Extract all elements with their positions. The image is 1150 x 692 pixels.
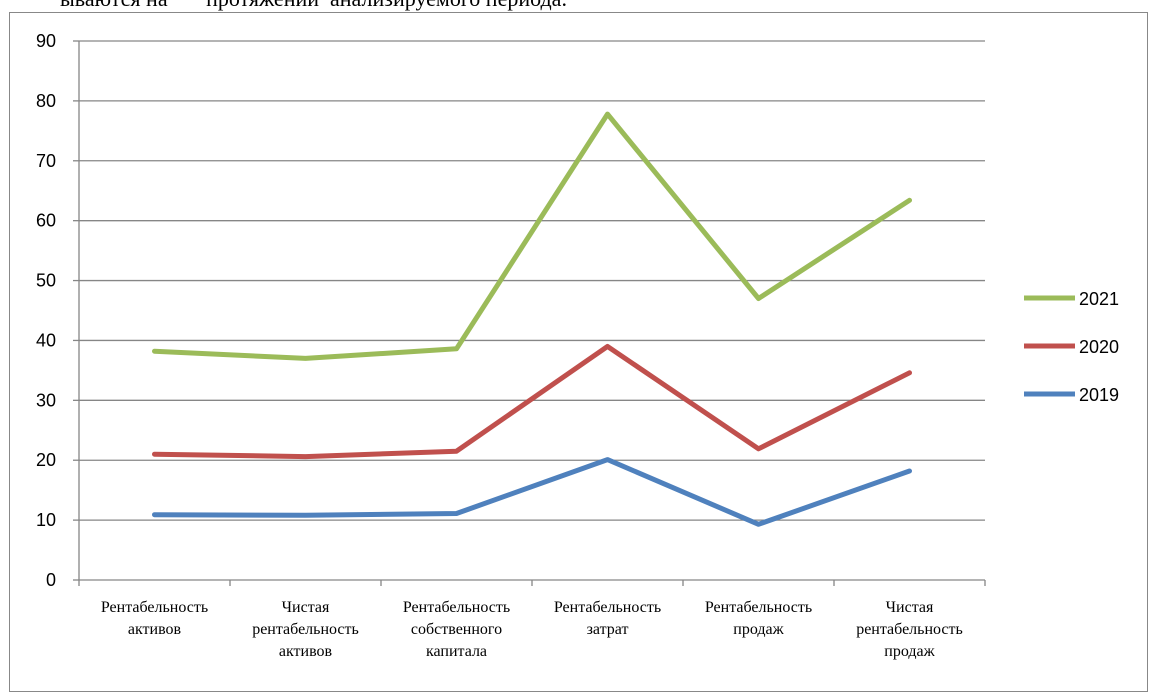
y-tick-label: 50	[36, 271, 56, 291]
x-tick-label: Рентабельность продаж	[705, 599, 812, 638]
series-line-2021	[152, 111, 912, 361]
x-tick-label: Рентабельность собственного капитала	[403, 599, 510, 660]
legend-label-2021: 2021	[1079, 289, 1119, 309]
y-tick-label: 80	[36, 91, 56, 111]
y-tick-label: 60	[36, 211, 56, 231]
y-tick-label: 40	[36, 330, 56, 350]
legend-label-2020: 2020	[1079, 337, 1119, 357]
document-text-fragment: ываются на протяжении анализируемого пер…	[60, 0, 567, 12]
y-tick-label: 90	[36, 31, 56, 51]
series-line-2020	[152, 343, 912, 460]
x-tick-label: Рентабельность затрат	[554, 599, 661, 638]
series-line-2019	[152, 457, 912, 527]
y-tick-label: 10	[36, 510, 56, 530]
y-tick-label: 20	[36, 450, 56, 470]
y-tick-label: 30	[36, 390, 56, 410]
y-tick-label: 0	[46, 570, 56, 590]
gridlines	[79, 40, 985, 521]
y-tick-label: 70	[36, 151, 56, 171]
legend: 2021 2020 2019	[1024, 289, 1119, 405]
y-axis-ticks: 0 10 20 30 40 50 60 70 80 90	[36, 31, 79, 590]
legend-label-2019: 2019	[1079, 385, 1119, 405]
line-chart: 0 10 20 30 40 50 60 70 80 90 Рентабельность активо…	[36, 31, 1119, 660]
x-tick-label: Рентабельность активов	[101, 599, 208, 638]
series-lines	[152, 111, 912, 527]
x-axis: Рентабельность активов Чистая рентабельност…	[78, 41, 986, 660]
x-tick-label: Чистая рентабельность продаж	[856, 599, 963, 660]
x-tick-label: Чистая рентабельность активов	[252, 599, 359, 660]
